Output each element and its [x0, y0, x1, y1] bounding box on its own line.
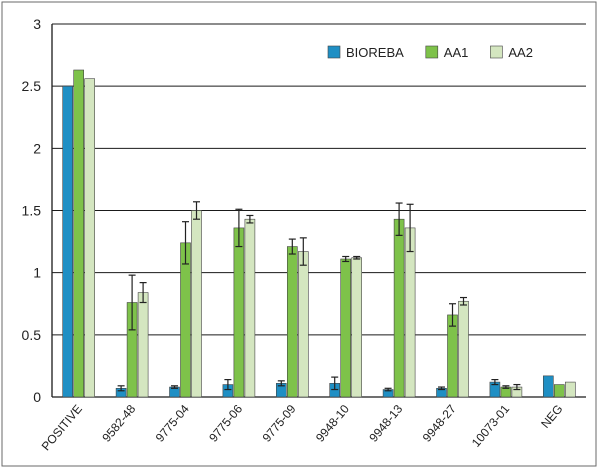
- bar: [340, 258, 352, 398]
- x-tick-label: 10073-01: [469, 402, 513, 450]
- bar: [351, 257, 363, 398]
- bar: [447, 314, 458, 398]
- legend-label: BIOREBA: [346, 45, 404, 60]
- y-tick-label: 1.5: [22, 203, 42, 219]
- y-tick-label: 0: [33, 389, 41, 405]
- bar: [564, 381, 576, 398]
- bar: [393, 218, 405, 398]
- y-tick-label: 1: [33, 265, 41, 281]
- y-tick-label: 2.5: [22, 78, 42, 94]
- bar: [137, 292, 149, 398]
- x-tick-label: 9948-13: [366, 402, 405, 445]
- chart-border: [1, 1, 597, 467]
- bar: [191, 210, 202, 398]
- bar: [542, 375, 554, 398]
- x-tick-label: 9775-04: [153, 402, 192, 445]
- y-tick-label: 3: [33, 16, 41, 32]
- x-tick-label: 9948-10: [313, 402, 352, 445]
- bar: [233, 227, 245, 398]
- bar: [297, 251, 309, 398]
- legend-label: AA2: [508, 45, 533, 60]
- bar: [84, 78, 95, 398]
- bar: [73, 69, 84, 398]
- legend-swatch: [327, 45, 341, 59]
- bar: [180, 242, 191, 398]
- x-tick-label: 9775-06: [206, 402, 245, 445]
- legend-swatch: [490, 45, 503, 59]
- legend-label: AA1: [444, 45, 469, 60]
- legend-swatch: [425, 45, 439, 59]
- bar: [244, 218, 256, 398]
- x-tick-label: 9582-48: [99, 402, 138, 445]
- y-tick-label: 2: [33, 140, 41, 156]
- bar: [62, 85, 74, 398]
- x-tick-label: 9775-09: [260, 402, 299, 445]
- y-tick-label: 0.5: [22, 327, 42, 343]
- bar: [404, 227, 416, 398]
- bar: [458, 300, 469, 398]
- bar: [286, 246, 298, 398]
- x-tick-label: POSITIVE: [39, 402, 85, 453]
- x-tick-label: 9948-27: [420, 402, 459, 445]
- bar: [553, 384, 565, 398]
- x-tick-label: NEG: [538, 402, 565, 431]
